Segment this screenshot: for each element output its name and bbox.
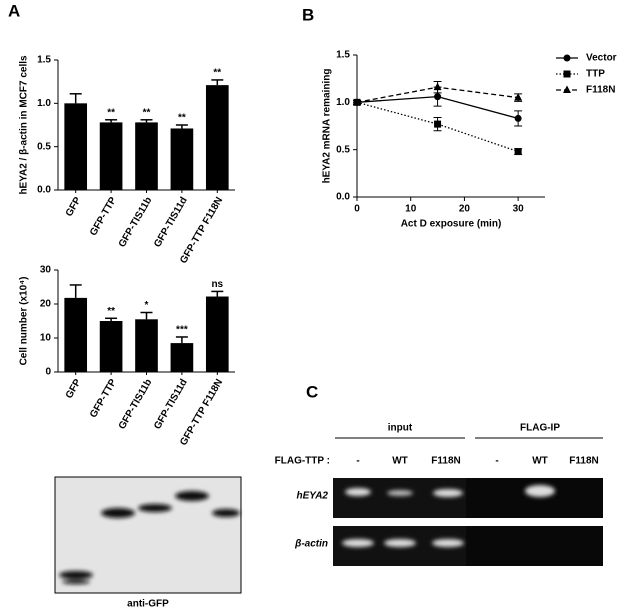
lane-label: WT: [392, 456, 408, 467]
bar: [135, 122, 158, 190]
bar: [170, 128, 194, 190]
x-tick-label: 30: [513, 204, 525, 215]
marker: [514, 93, 523, 101]
y-tick-label: 0.0: [37, 185, 51, 196]
bar: [135, 319, 158, 372]
row-label: β-actin: [294, 539, 328, 550]
y-tick-label: 1.5: [336, 50, 350, 61]
row-header: FLAG-TTP :: [275, 456, 330, 467]
legend-label: F118N: [586, 85, 615, 96]
lane-label: F118N: [431, 456, 460, 467]
x-tick-label: GFP-TTP: [88, 377, 119, 420]
marker: [434, 93, 442, 101]
y-tick-label: 30: [40, 265, 52, 276]
y-tick-label: 0.0: [336, 192, 350, 203]
marker: [563, 70, 571, 78]
lane-label: -: [356, 456, 359, 467]
marker: [514, 114, 522, 122]
marker: [434, 120, 442, 128]
lane-label: -: [495, 456, 498, 467]
x-tick-label: GFP-TTP: [88, 195, 119, 238]
series-line: [356, 101, 519, 153]
annotation: *: [145, 300, 149, 311]
blot-bands: [59, 491, 240, 584]
x-tick-label: GFP: [64, 377, 84, 401]
legend-label: Vector: [586, 53, 617, 64]
annotation: **: [213, 68, 221, 79]
y-axis-label: hEYA2 mRNA remaining: [322, 69, 333, 184]
y-axis-label: hEYA2 / β-actin in MCF7 cells: [19, 55, 30, 195]
group-label: FLAG-IP: [520, 423, 560, 434]
y-tick-label: 0.5: [336, 144, 350, 155]
y-tick-label: 1.5: [37, 55, 51, 66]
gel-bands: [342, 485, 555, 547]
row-label: hEYA2: [297, 491, 329, 502]
y-axis-label: Cell number (x10⁴): [19, 277, 30, 366]
blot-label: anti-GFP: [127, 599, 169, 610]
y-tick-label: 10: [40, 333, 52, 344]
bar: [64, 103, 88, 190]
annotation: **: [107, 107, 115, 118]
marker: [433, 82, 442, 91]
annotation: ns: [211, 279, 223, 290]
annotation: **: [143, 107, 151, 118]
x-tick-label: 10: [405, 204, 417, 215]
panel-label: C: [306, 382, 318, 401]
legend-label: TTP: [586, 69, 605, 80]
y-tick-label: 1.0: [336, 97, 350, 108]
annotation: **: [107, 306, 115, 317]
bar: [170, 343, 194, 372]
panel-label: B: [302, 5, 314, 24]
gel: [466, 478, 603, 518]
bar: [64, 297, 88, 372]
bar: [99, 321, 123, 372]
y-tick-label: 20: [40, 299, 52, 310]
x-tick-label: GFP-TIS11b: [117, 195, 155, 249]
annotation: **: [178, 113, 186, 124]
marker: [563, 54, 571, 62]
marker: [514, 148, 522, 156]
bar: [99, 122, 123, 190]
gel: [466, 526, 603, 566]
lane-label: WT: [532, 456, 548, 467]
x-axis-label: Act D exposure (min): [401, 219, 502, 230]
x-tick-label: GFP-TIS11d: [152, 195, 190, 249]
x-tick-label: GFP: [64, 195, 84, 219]
lane-label: F118N: [569, 456, 598, 467]
y-tick-label: 0.5: [37, 141, 51, 152]
annotation: ***: [176, 325, 188, 336]
marker: [353, 97, 361, 106]
gel: [333, 478, 466, 518]
y-tick-label: 1.0: [37, 98, 51, 109]
x-tick-label: GFP-TIS11b: [117, 377, 155, 431]
x-tick-label: 0: [354, 204, 360, 215]
bar: [205, 85, 229, 190]
y-tick-label: 0: [45, 367, 51, 378]
x-tick-label: 20: [459, 204, 471, 215]
bar: [205, 296, 229, 372]
panel-label: A: [8, 1, 20, 20]
group-label: input: [388, 423, 413, 434]
marker: [563, 85, 571, 93]
x-tick-label: GFP-TIS11d: [152, 377, 190, 431]
